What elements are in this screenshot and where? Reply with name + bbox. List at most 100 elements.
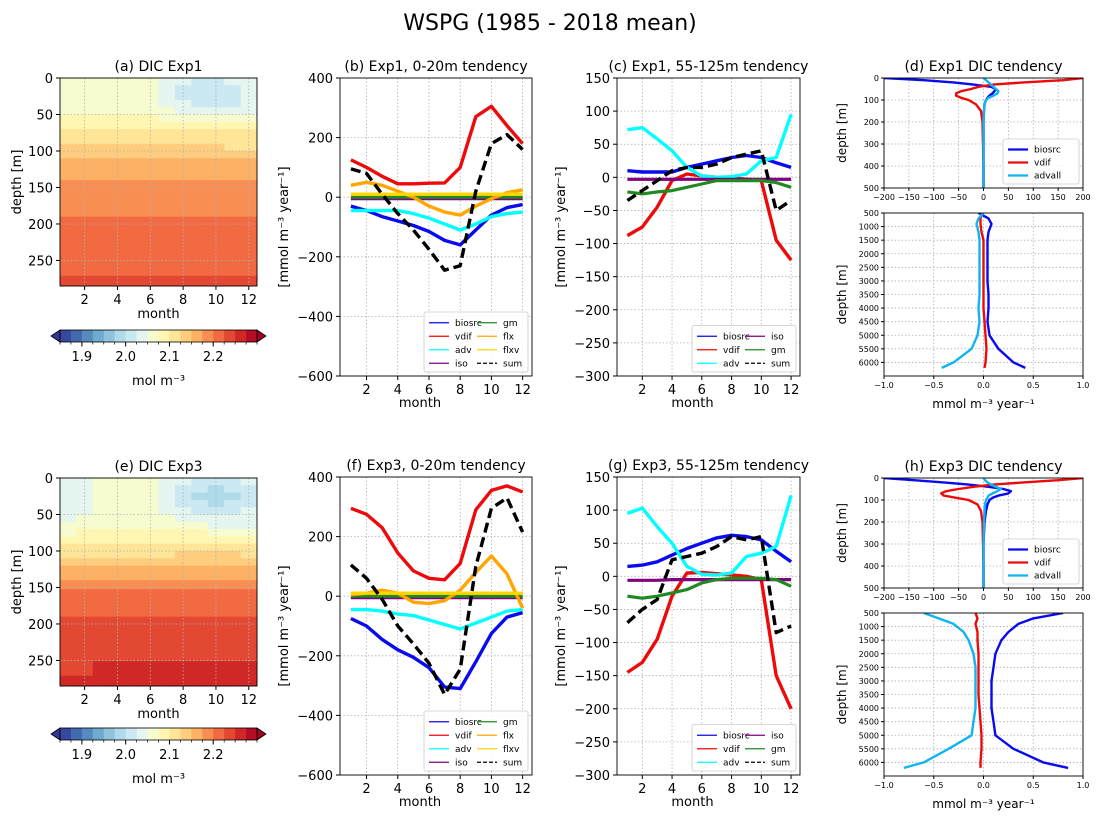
heatmap-cell: [207, 580, 225, 590]
heatmap-cell: [125, 114, 143, 123]
heatmap-cell: [92, 143, 110, 152]
heatmap-cell: [125, 478, 143, 486]
x-tick-label: 0.0: [977, 781, 990, 790]
heatmap-cell: [76, 631, 94, 647]
heatmap-cell: [240, 507, 258, 515]
colorbar-tick-label: 2.2: [203, 748, 224, 763]
heatmap-cell: [191, 99, 209, 108]
heatmap-cell: [109, 121, 127, 130]
heatmap-cell: [125, 565, 143, 574]
heatmap-cell: [158, 85, 176, 93]
heatmap-cell: [76, 514, 94, 523]
heatmap-cell: [224, 602, 241, 618]
y-tick-label: −200: [574, 703, 610, 718]
heatmap-cell: [224, 631, 241, 647]
x-tick-label: 6: [146, 693, 154, 708]
heatmap-cell: [207, 550, 225, 559]
panel-g: 2 4 6 8 10 12 −300 −250 −200 −150 −100 −50 0 50 100 150…: [554, 458, 809, 810]
x-tick-label: 2: [638, 782, 646, 797]
heatmap-cell: [224, 645, 241, 662]
heatmap-cell: [191, 261, 209, 277]
y-axis-label: depth [m]: [835, 265, 849, 325]
y-tick-label: 0: [325, 590, 333, 605]
heatmap-cell: [191, 507, 209, 515]
colorbar-extend-low: [50, 727, 61, 741]
series-line-adv: [350, 607, 523, 631]
heatmap-cell: [174, 514, 192, 523]
heatmap-cell: [224, 521, 241, 530]
heatmap-cell: [224, 514, 241, 523]
heatmap-cell: [207, 121, 225, 130]
heatmap-cell: [174, 536, 192, 545]
heatmap-cell: [191, 85, 209, 93]
heatmap-cell: [60, 165, 77, 174]
heatmap-cell: [240, 107, 258, 115]
heatmap-cell: [92, 602, 110, 618]
x-axis-label: month: [399, 795, 441, 810]
heatmap-cell: [191, 275, 209, 287]
colorbar-label: mol m⁻³: [132, 772, 185, 787]
series-line-adv: [627, 113, 793, 180]
y-tick-label: −200: [297, 251, 333, 266]
heatmap-cell: [191, 492, 209, 501]
heatmap-cell: [158, 245, 176, 262]
heatmap-cell: [240, 589, 258, 603]
heatmap-cell: [240, 121, 258, 130]
colorbar-segment: [224, 728, 236, 740]
heatmap-cell: [92, 543, 110, 552]
x-tick-label: 1.0: [1077, 781, 1090, 790]
heatmap-cell: [92, 558, 110, 566]
panel-title: (c) Exp1, 55-125m tendency: [609, 59, 809, 75]
legend-box: [691, 325, 797, 373]
x-tick-label: 6: [425, 782, 433, 797]
y-tick-label: 3500: [859, 691, 879, 700]
x-tick-label: 2: [638, 383, 646, 398]
heatmap-cell: [109, 114, 127, 123]
heatmap-cell: [109, 202, 127, 218]
legend-label: iso: [771, 731, 784, 741]
heatmap-cell: [191, 189, 209, 203]
heatmap-cell: [60, 499, 77, 508]
heatmap-cell: [224, 572, 241, 581]
y-tick-label: 500: [864, 209, 879, 218]
heatmap-cell: [92, 150, 110, 159]
heatmap-cell: [92, 589, 110, 603]
heatmap-cell: [142, 121, 159, 130]
heatmap-cell: [92, 261, 110, 277]
x-tick-label: −200: [873, 193, 895, 202]
colorbar-extend-high: [256, 727, 267, 741]
x-tick-label: 0.0: [977, 381, 990, 390]
heatmap-cell: [109, 507, 127, 515]
heatmap-cell: [60, 645, 77, 662]
heatmap-cell: [174, 107, 192, 115]
y-tick-label: −400: [297, 709, 333, 724]
x-tick-label: 2: [362, 383, 370, 398]
colorbar-segment: [70, 728, 83, 740]
heatmap-cell: [240, 231, 258, 247]
colorbar-segment: [114, 728, 127, 740]
series-line-flx: [350, 180, 523, 217]
heatmap-cell: [92, 245, 110, 262]
heatmap-cell: [60, 631, 77, 647]
heatmap-cell: [224, 661, 241, 677]
heatmap-cell: [158, 661, 176, 677]
heatmap-cell: [224, 231, 241, 247]
heatmap-cell: [191, 529, 209, 537]
y-tick-label: 6000: [859, 758, 879, 767]
heatmap-cell: [60, 572, 77, 581]
y-tick-label: 200: [28, 618, 53, 633]
colorbar-segment: [81, 728, 94, 740]
legend-label: advall: [1034, 572, 1061, 582]
colorbar-segment: [191, 330, 203, 342]
heatmap-cell: [158, 558, 176, 566]
heatmap-cell: [92, 158, 110, 166]
x-tick-label: −100: [923, 193, 945, 202]
heatmap-cell: [207, 261, 225, 277]
heatmap-cell: [76, 580, 94, 590]
heatmap-cell: [142, 129, 159, 137]
heatmap-cell: [60, 514, 77, 523]
heatmap-cell: [158, 172, 176, 181]
heatmap-cell: [125, 150, 143, 159]
series-line-biosrc: [350, 202, 523, 247]
heatmap-cell: [109, 661, 127, 677]
